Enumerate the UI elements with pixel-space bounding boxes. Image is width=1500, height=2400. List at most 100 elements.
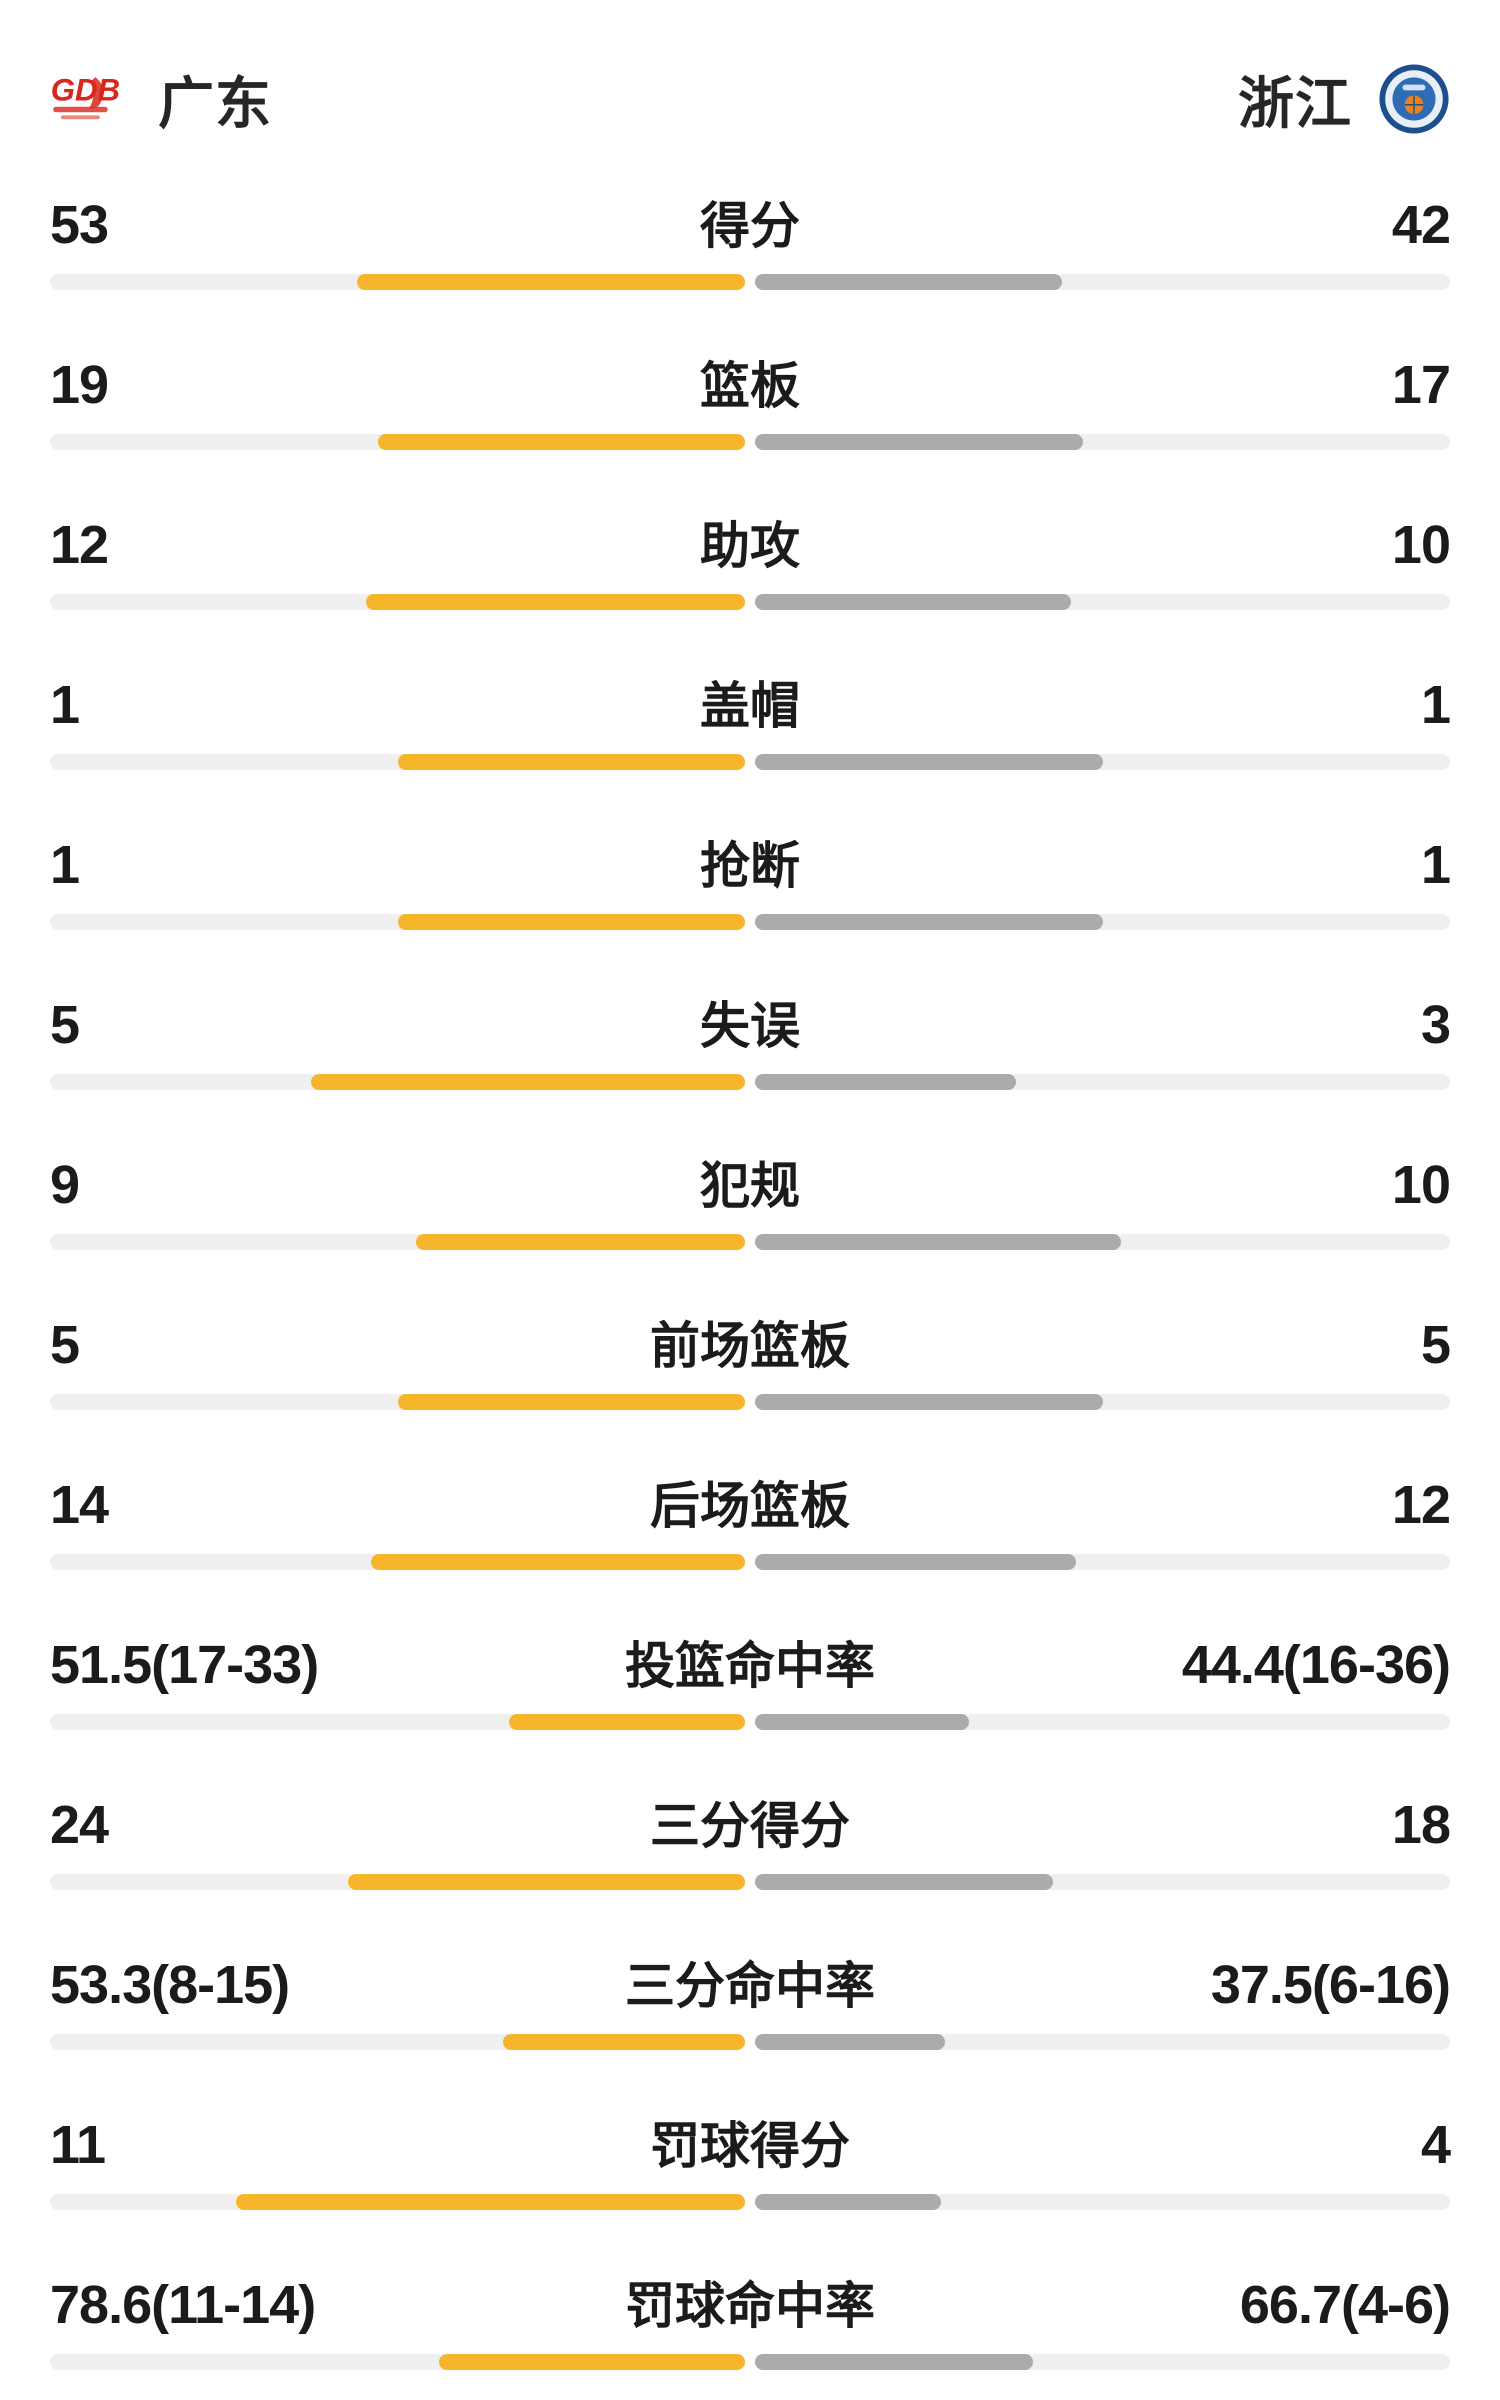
stat-row-three-point-points: 24 三分得分 18: [50, 1756, 1451, 1916]
home-bar-fill: [503, 2034, 745, 2050]
away-value: 5: [1420, 1315, 1451, 1375]
home-value: 14: [50, 1475, 109, 1535]
home-value: 53.3(8-15): [50, 1955, 290, 2015]
away-bar-fill: [755, 914, 1103, 930]
away-value: 1: [1420, 835, 1451, 895]
home-value: 1: [50, 675, 80, 735]
away-bar-track: [755, 1074, 1450, 1090]
stat-label: 得分: [700, 198, 800, 254]
away-bar-track: [755, 434, 1450, 450]
home-bar-fill: [366, 594, 745, 610]
away-value: 12: [1391, 1475, 1451, 1535]
home-bar-track: [50, 1234, 745, 1250]
home-bar-track: [50, 2034, 745, 2050]
away-bar-fill: [755, 2354, 1033, 2370]
away-bar-fill: [755, 1394, 1103, 1410]
away-value: 10: [1391, 1155, 1451, 1215]
away-value: 42: [1391, 195, 1451, 255]
away-team-name: 浙江: [1238, 71, 1352, 135]
away-bar-track: [755, 914, 1450, 930]
home-bar-fill: [371, 1554, 745, 1570]
home-bar-track: [50, 274, 745, 290]
zhejiang-badge-logo: [1378, 63, 1450, 135]
home-bar-fill: [397, 1394, 745, 1410]
stat-row-fouls: 9 犯规 10: [50, 1116, 1451, 1276]
home-value: 5: [50, 1315, 80, 1375]
stat-row-assists: 12 助攻 10: [50, 476, 1451, 636]
away-bar-track: [755, 594, 1450, 610]
home-value: 12: [50, 515, 109, 575]
stat-label: 罚球得分: [650, 2118, 850, 2174]
away-bar-track: [755, 274, 1450, 290]
stat-row-three-point-pct: 53.3(8-15) 三分命中率 37.5(6-16): [50, 1916, 1451, 2076]
stat-label: 篮板: [700, 358, 800, 414]
away-bar-fill: [755, 2194, 941, 2210]
away-bar-track: [755, 1554, 1450, 1570]
away-value: 3: [1420, 995, 1451, 1055]
stat-row-free-throw-points: 11 罚球得分 4: [50, 2076, 1451, 2236]
stats-list: 53 得分 42 19 篮板 17 12 助攻: [50, 156, 1451, 2396]
home-logo-text: GDB: [51, 73, 120, 108]
away-value: 17: [1391, 355, 1451, 415]
stat-label: 盖帽: [700, 678, 800, 734]
home-bar-track: [50, 1874, 745, 1890]
away-value: 66.7(4-6): [1239, 2275, 1451, 2335]
away-value: 37.5(6-16): [1210, 1955, 1451, 2015]
home-value: 11: [50, 2115, 106, 2175]
away-bar-fill: [755, 1874, 1054, 1890]
stat-label: 犯规: [700, 1158, 800, 1214]
away-value: 10: [1391, 515, 1451, 575]
home-bar-fill: [235, 2194, 745, 2210]
away-bar-fill: [755, 1554, 1077, 1570]
away-value: 18: [1391, 1795, 1451, 1855]
away-bar-fill: [755, 1074, 1016, 1090]
home-team-name: 广东: [158, 71, 272, 135]
away-bar-fill: [755, 1714, 970, 1730]
home-bar-fill: [348, 1874, 745, 1890]
stat-row-defensive-rebounds: 14 后场篮板 12: [50, 1436, 1451, 1596]
stat-row-blocks: 1 盖帽 1: [50, 636, 1451, 796]
home-value: 1: [50, 835, 80, 895]
home-bar-fill: [415, 1234, 745, 1250]
home-bar-fill: [508, 1714, 745, 1730]
home-bar-fill: [378, 434, 745, 450]
away-team-header[interactable]: 浙江: [1238, 59, 1450, 140]
stat-label: 抢断: [700, 838, 800, 894]
away-bar-track: [755, 1394, 1450, 1410]
away-bar-fill: [755, 594, 1072, 610]
stat-label: 罚球命中率: [625, 2278, 875, 2334]
match-header: GDB 广东 浙江: [50, 54, 1450, 144]
stat-label: 前场篮板: [650, 1318, 850, 1374]
home-value: 53: [50, 195, 109, 255]
home-bar-fill: [357, 274, 745, 290]
home-value: 19: [50, 355, 109, 415]
home-value: 24: [50, 1795, 109, 1855]
home-team-header[interactable]: GDB 广东: [50, 59, 272, 140]
home-bar-track: [50, 594, 745, 610]
home-value: 9: [50, 1155, 80, 1215]
home-bar-track: [50, 1074, 745, 1090]
home-bar-fill: [397, 754, 745, 770]
away-bar-track: [755, 2194, 1450, 2210]
away-bar-fill: [755, 274, 1063, 290]
stat-row-turnovers: 5 失误 3: [50, 956, 1451, 1116]
home-bar-fill: [439, 2354, 745, 2370]
stat-label: 三分得分: [650, 1798, 850, 1854]
stat-row-field-goal-pct: 51.5(17-33) 投篮命中率 44.4(16-36): [50, 1596, 1451, 1756]
stat-label: 失误: [700, 998, 800, 1054]
home-bar-fill: [310, 1074, 745, 1090]
stat-row-steals: 1 抢断 1: [50, 796, 1451, 956]
away-value: 1: [1420, 675, 1451, 735]
away-bar-fill: [755, 2034, 945, 2050]
home-bar-track: [50, 1394, 745, 1410]
stat-row-rebounds: 19 篮板 17: [50, 316, 1451, 476]
home-bar-track: [50, 434, 745, 450]
stat-label: 后场篮板: [650, 1478, 850, 1534]
home-bar-track: [50, 2194, 745, 2210]
stat-row-offensive-rebounds: 5 前场篮板 5: [50, 1276, 1451, 1436]
away-value: 44.4(16-36): [1181, 1635, 1451, 1695]
home-bar-track: [50, 1554, 745, 1570]
stat-label: 助攻: [700, 518, 800, 574]
home-value: 5: [50, 995, 80, 1055]
